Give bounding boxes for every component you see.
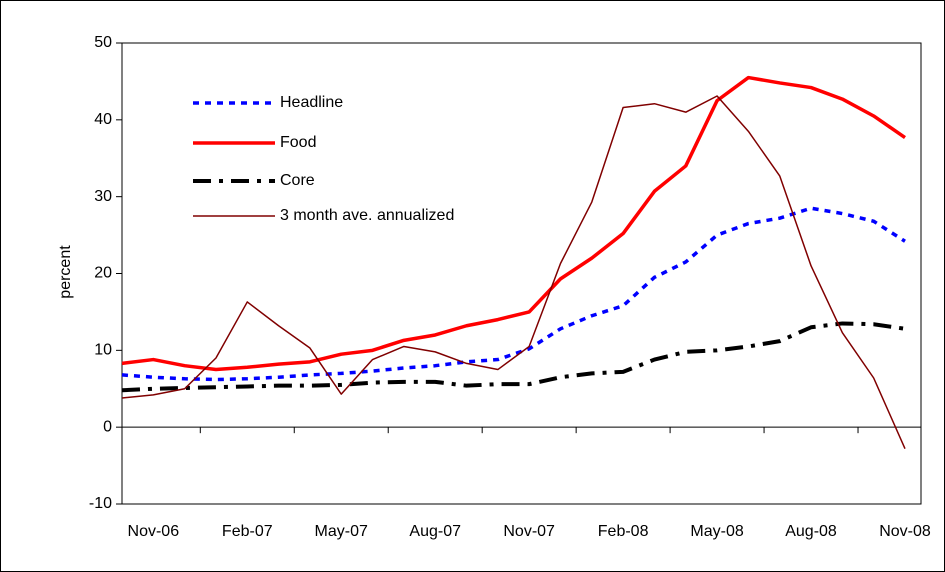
x-tick-label: May-08 — [690, 523, 743, 540]
x-tick-label: Nov-06 — [128, 523, 180, 540]
x-tick-label: Aug-08 — [785, 523, 837, 540]
x-tick-label: Feb-07 — [222, 523, 273, 540]
y-tick-label: 10 — [94, 342, 112, 359]
series-line — [121, 95, 906, 449]
x-tick-label: Feb-08 — [598, 523, 649, 540]
y-tick-label: 30 — [94, 188, 112, 205]
legend-label: Core — [280, 172, 315, 189]
legend-label: Headline — [280, 94, 343, 111]
x-tick-label: Nov-07 — [503, 523, 555, 540]
x-tick-label: May-07 — [315, 523, 368, 540]
x-tick-label: Nov-08 — [879, 523, 931, 540]
y-tick-label: 50 — [94, 34, 112, 51]
y-tick-label: 0 — [103, 418, 112, 435]
y-tick-label: 40 — [94, 111, 112, 128]
legend-label: Food — [280, 134, 316, 151]
y-axis-label: percent — [57, 245, 74, 299]
series-line — [121, 321, 906, 393]
y-tick-label: -10 — [89, 495, 112, 512]
legend-label: 3 month ave. annualized — [280, 207, 454, 224]
y-tick-label: 20 — [94, 265, 112, 282]
series-line — [121, 75, 906, 372]
x-tick-label: Aug-07 — [409, 523, 461, 540]
